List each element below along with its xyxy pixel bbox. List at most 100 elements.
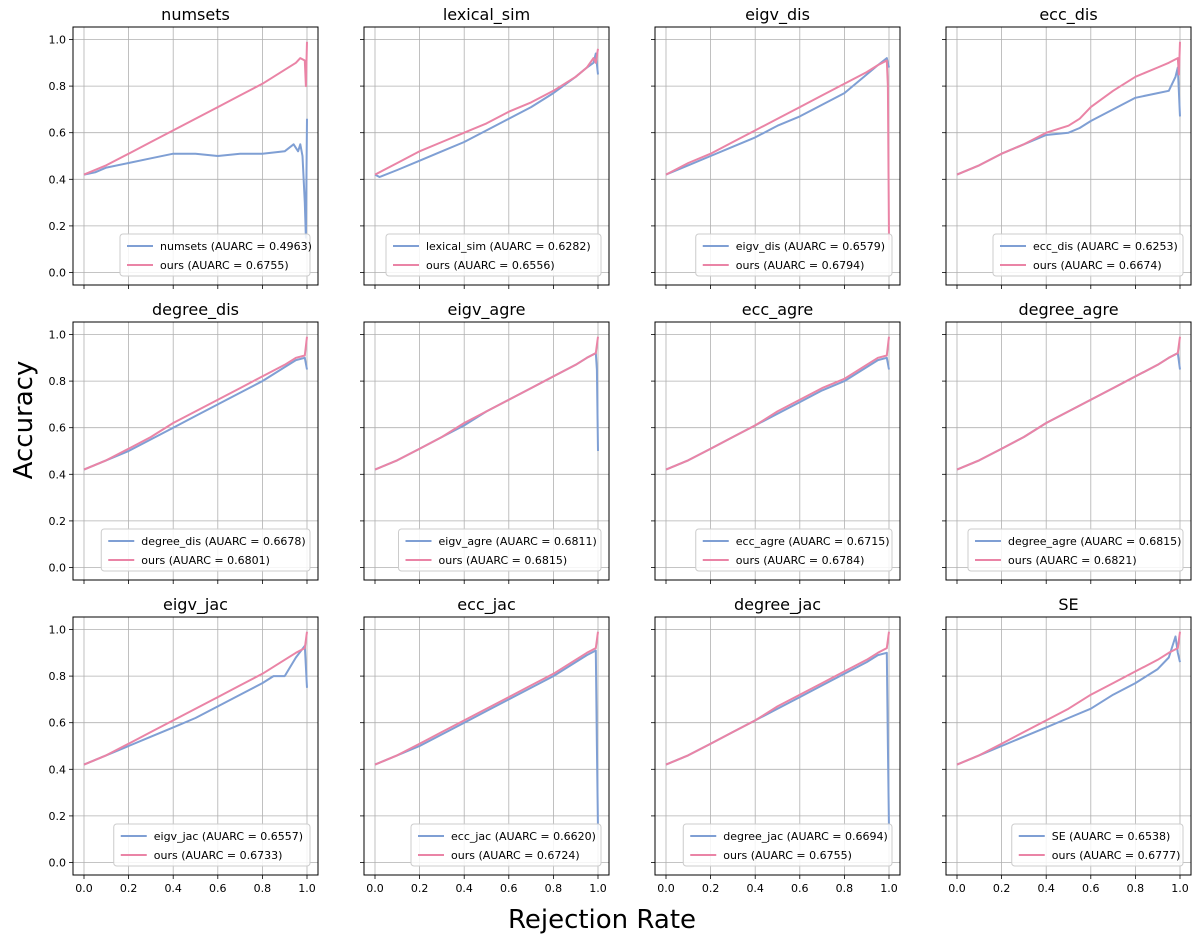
x-tick-label: 0.2 (120, 882, 138, 895)
legend-label: ours (AUARC = 0.6733) (154, 849, 283, 862)
legend-label: eigv_agre (AUARC = 0.6811) (439, 535, 597, 548)
subplot-title: degree_agre (1018, 300, 1118, 320)
legend-box (992, 233, 1184, 277)
subplot-title: eigv_dis (745, 5, 810, 25)
legend-label: SE (AUARC = 0.6538) (1052, 830, 1171, 843)
series-line-baseline (956, 635, 1181, 766)
plot-frame (72, 26, 319, 286)
series-line-baseline (83, 356, 308, 471)
series-line-baseline (665, 57, 890, 176)
series-line-baseline (665, 356, 890, 471)
legend-label: ecc_agre (AUARC = 0.6715) (736, 535, 890, 548)
plot-frame (945, 26, 1192, 286)
legend-label: ours (AUARC = 0.6821) (1008, 554, 1137, 567)
x-tick-label: 0.6 (500, 882, 518, 895)
x-tick-label: 0.0 (366, 882, 384, 895)
plot-frame (363, 26, 610, 286)
legend-label: eigv_jac (AUARC = 0.6557) (154, 830, 303, 843)
x-axis-label: Rejection Rate (508, 905, 696, 935)
subplot-eigv_dis: eigv_dis eigv_dis (AUARC = 0.6579) ours (A… (651, 5, 901, 289)
plot-frame (654, 321, 901, 581)
legend: SE (AUARC = 0.6538) ours (AUARC = 0.6777) (1011, 823, 1184, 867)
series-line-ours (374, 336, 599, 471)
series-line-baseline (83, 118, 308, 239)
y-tick-label: 0.4 (49, 763, 67, 776)
x-tick-label: 0.4 (746, 882, 764, 895)
legend-box (410, 823, 602, 867)
subplot-title: degree_dis (152, 300, 239, 320)
x-tick-label: 0.2 (411, 882, 429, 895)
series-line-baseline (374, 52, 599, 178)
legend: degree_agre (AUARC = 0.6815) ours (AUARC … (967, 528, 1184, 572)
y-tick-label: 0.4 (49, 173, 67, 186)
x-tick-label: 0.6 (209, 882, 227, 895)
plot-frame (945, 616, 1192, 876)
legend-box (100, 528, 311, 572)
series-line-ours (374, 631, 599, 766)
legend-label: lexical_sim (AUARC = 0.6282) (426, 240, 591, 253)
subplot-title: ecc_agre (742, 300, 813, 320)
legend-label: degree_jac (AUARC = 0.6694) (723, 830, 888, 843)
legend-label: ours (AUARC = 0.6556) (426, 259, 555, 272)
y-tick-label: 0.2 (49, 810, 67, 823)
series-line-baseline (665, 651, 890, 830)
series-line-ours (956, 41, 1181, 176)
legend-box (1011, 823, 1184, 867)
series-line-baseline (374, 649, 599, 830)
legend-label: ours (AUARC = 0.6755) (723, 849, 852, 862)
plot-frame (72, 321, 319, 581)
subplot-eigv_jac: eigv_jac 0.0 0.2 0.4 0.6 0.8 1.0 0.0 0.2 0.4 0.6 0.… (49, 595, 319, 895)
legend-box (682, 823, 893, 867)
plot-frame (945, 321, 1192, 581)
y-tick-label: 1.0 (49, 329, 67, 342)
legend-label: ours (AUARC = 0.6794) (736, 259, 865, 272)
legend-box (385, 233, 602, 277)
subplot-title: degree_jac (734, 595, 821, 615)
legend-label: ours (AUARC = 0.6815) (439, 554, 568, 567)
plot-frame (654, 26, 901, 286)
x-tick-label: 0.8 (836, 882, 854, 895)
legend-label: ours (AUARC = 0.6777) (1052, 849, 1181, 862)
subplot-grid: numsets 0.0 0.2 0.4 0.6 0.8 1.0 numsets (AUARC … (49, 5, 1192, 895)
legend-box (695, 528, 893, 572)
x-tick-label: 0.6 (791, 882, 809, 895)
y-axis-label: Accuracy (9, 361, 39, 480)
series-line-ours (665, 59, 890, 240)
x-tick-label: 0.2 (702, 882, 720, 895)
subplot-title: ecc_dis (1039, 5, 1097, 25)
series-line-ours (956, 631, 1181, 766)
plot-frame (363, 321, 610, 581)
y-tick-label: 0.8 (49, 80, 67, 93)
plot-frame (654, 616, 901, 876)
subplot-title: lexical_sim (443, 5, 530, 25)
x-tick-label: 1.0 (298, 882, 316, 895)
subplot-eigv_agre: eigv_agre eigv_agre (AUARC = 0.6811) ours … (360, 300, 610, 584)
subplot-numsets: numsets 0.0 0.2 0.4 0.6 0.8 1.0 numsets (AUARC … (49, 5, 319, 289)
legend-label: ours (AUARC = 0.6801) (141, 554, 270, 567)
x-tick-label: 0.8 (545, 882, 563, 895)
legend: degree_jac (AUARC = 0.6694) ours (AUARC =… (682, 823, 893, 867)
legend: degree_dis (AUARC = 0.6678) ours (AUARC =… (100, 528, 311, 572)
subplot-degree_agre: degree_agre degree_agre (AUARC = 0.6815) o… (942, 300, 1192, 584)
x-tick-label: 0.0 (948, 882, 966, 895)
y-tick-label: 0.6 (49, 717, 67, 730)
x-tick-label: 0.0 (75, 882, 93, 895)
legend-box (113, 823, 311, 867)
legend: lexical_sim (AUARC = 0.6282) ours (AUARC … (385, 233, 602, 277)
subplot-ecc_jac: ecc_jac 0.0 0.2 0.4 0.6 0.8 1.0 ecc_jac (AUARC … (360, 595, 610, 895)
y-tick-label: 0.0 (49, 267, 67, 280)
x-tick-label: 0.4 (455, 882, 473, 895)
legend-box (695, 233, 893, 277)
plot-frame (72, 616, 319, 876)
legend-label: ours (AUARC = 0.6674) (1033, 259, 1162, 272)
y-tick-label: 0.8 (49, 670, 67, 683)
legend-label: ours (AUARC = 0.6755) (160, 259, 289, 272)
subplot-ecc_dis: ecc_dis ecc_dis (AUARC = 0.6253) ours (AUA… (942, 5, 1192, 289)
subplot-title: eigv_jac (163, 595, 228, 615)
legend-label: eigv_dis (AUARC = 0.6579) (736, 240, 885, 253)
legend: ecc_agre (AUARC = 0.6715) ours (AUARC = 0… (695, 528, 893, 572)
legend-label: degree_dis (AUARC = 0.6678) (141, 535, 305, 548)
y-tick-label: 0.6 (49, 127, 67, 140)
y-tick-label: 0.0 (49, 562, 67, 575)
